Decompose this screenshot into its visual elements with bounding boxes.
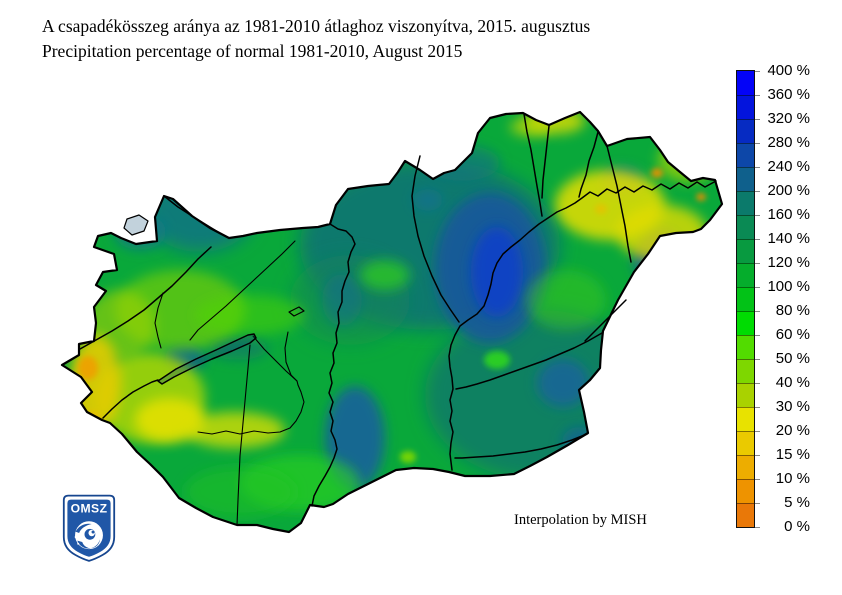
legend-band bbox=[737, 479, 754, 503]
legend-band bbox=[737, 407, 754, 431]
legend-band bbox=[737, 263, 754, 287]
legend-tick bbox=[755, 215, 760, 216]
lake-balaton bbox=[157, 333, 257, 385]
legend-band bbox=[737, 143, 754, 167]
legend-band bbox=[737, 167, 754, 191]
legend-label: 240 % bbox=[767, 158, 810, 175]
omsz-logo: OMSZ bbox=[62, 494, 116, 562]
attribution-text: Interpolation by MISH bbox=[514, 512, 647, 528]
legend-tick bbox=[755, 239, 760, 240]
legend-tick bbox=[755, 455, 760, 456]
legend-tick bbox=[755, 119, 760, 120]
legend-tick bbox=[755, 287, 760, 288]
legend-tick bbox=[755, 95, 760, 96]
lake-outlines bbox=[123, 214, 305, 385]
legend-band bbox=[737, 215, 754, 239]
boundary-lines bbox=[154, 240, 305, 526]
page-title-english: Precipitation percentage of normal 1981-… bbox=[42, 41, 463, 61]
logo-wave-icon bbox=[74, 521, 103, 550]
legend-band bbox=[737, 335, 754, 359]
legend-tick bbox=[755, 431, 760, 432]
legend-label: 50 % bbox=[775, 350, 810, 367]
boundary-zala bbox=[154, 292, 164, 349]
legend: 400 % 360 % 320 % 280 % 240 % 200 % 160 % 140 %… bbox=[736, 62, 836, 535]
legend-tick bbox=[755, 311, 760, 312]
legend-label: 280 % bbox=[767, 134, 810, 151]
legend-label: 140 % bbox=[767, 230, 810, 247]
legend-label: 20 % bbox=[775, 422, 810, 439]
legend-label: 100 % bbox=[767, 278, 810, 295]
legend-tick bbox=[755, 335, 760, 336]
legend-tick bbox=[755, 71, 760, 72]
legend-tick bbox=[755, 527, 760, 528]
lake-velence bbox=[288, 306, 305, 317]
legend-band bbox=[737, 359, 754, 383]
legend-label: 120 % bbox=[767, 254, 810, 271]
koros-river bbox=[455, 332, 603, 390]
legend-band bbox=[737, 95, 754, 119]
koros-branch bbox=[584, 299, 627, 342]
kraszna-river bbox=[606, 145, 632, 263]
zagyva-river bbox=[411, 155, 460, 323]
legend-band bbox=[737, 431, 754, 455]
legend-label: 200 % bbox=[767, 182, 810, 199]
legend-tick bbox=[755, 503, 760, 504]
legend-band bbox=[737, 311, 754, 335]
maros-river bbox=[454, 433, 588, 459]
legend-labels: 400 % 360 % 320 % 280 % 240 % 200 % 160 % 140 %… bbox=[736, 62, 836, 535]
legend-label: 80 % bbox=[775, 302, 810, 319]
legend-tick bbox=[755, 407, 760, 408]
legend-label: 60 % bbox=[775, 326, 810, 343]
legend-tick bbox=[755, 263, 760, 264]
legend-band bbox=[737, 383, 754, 407]
legend-label: 30 % bbox=[775, 398, 810, 415]
boundary-marcal bbox=[189, 240, 296, 341]
title-block: A csapadékösszeg aránya az 1981-2010 átl… bbox=[42, 14, 590, 64]
logo-text: OMSZ bbox=[71, 502, 108, 516]
legend-bar bbox=[736, 70, 755, 528]
legend-band bbox=[737, 503, 754, 527]
lake-ferto bbox=[123, 214, 149, 236]
legend-label: 0 % bbox=[784, 518, 810, 535]
legend-tick bbox=[755, 143, 760, 144]
legend-label: 15 % bbox=[775, 446, 810, 463]
tisza-river bbox=[448, 180, 717, 471]
raba-river bbox=[79, 246, 212, 350]
boundary-kapos bbox=[197, 380, 305, 435]
sajo-river bbox=[523, 113, 543, 217]
legend-label: 10 % bbox=[775, 470, 810, 487]
hernad-river bbox=[541, 125, 550, 199]
bodrog-river bbox=[578, 131, 599, 198]
legend-tick bbox=[755, 383, 760, 384]
legend-band bbox=[737, 119, 754, 143]
legend-tick bbox=[755, 479, 760, 480]
precipitation-color-field bbox=[62, 112, 722, 532]
legend-band bbox=[737, 239, 754, 263]
legend-label: 160 % bbox=[767, 206, 810, 223]
boundary-balaton-east bbox=[252, 335, 298, 382]
hungary-border bbox=[60, 110, 724, 534]
legend-band bbox=[737, 455, 754, 479]
legend-label: 400 % bbox=[767, 62, 810, 79]
legend-label: 40 % bbox=[775, 374, 810, 391]
zala-river bbox=[102, 379, 159, 419]
boundary-velence-south bbox=[284, 331, 298, 382]
legend-band bbox=[737, 71, 754, 95]
page-title-hungarian: A csapadékösszeg aránya az 1981-2010 átl… bbox=[42, 16, 591, 36]
legend-tick bbox=[755, 191, 760, 192]
boundary-somogy bbox=[236, 344, 251, 526]
legend-band bbox=[737, 287, 754, 311]
legend-band bbox=[737, 191, 754, 215]
legend-label: 320 % bbox=[767, 110, 810, 127]
legend-label: 360 % bbox=[767, 86, 810, 103]
legend-tick bbox=[755, 167, 760, 168]
legend-tick bbox=[755, 359, 760, 360]
legend-label: 5 % bbox=[784, 494, 810, 511]
